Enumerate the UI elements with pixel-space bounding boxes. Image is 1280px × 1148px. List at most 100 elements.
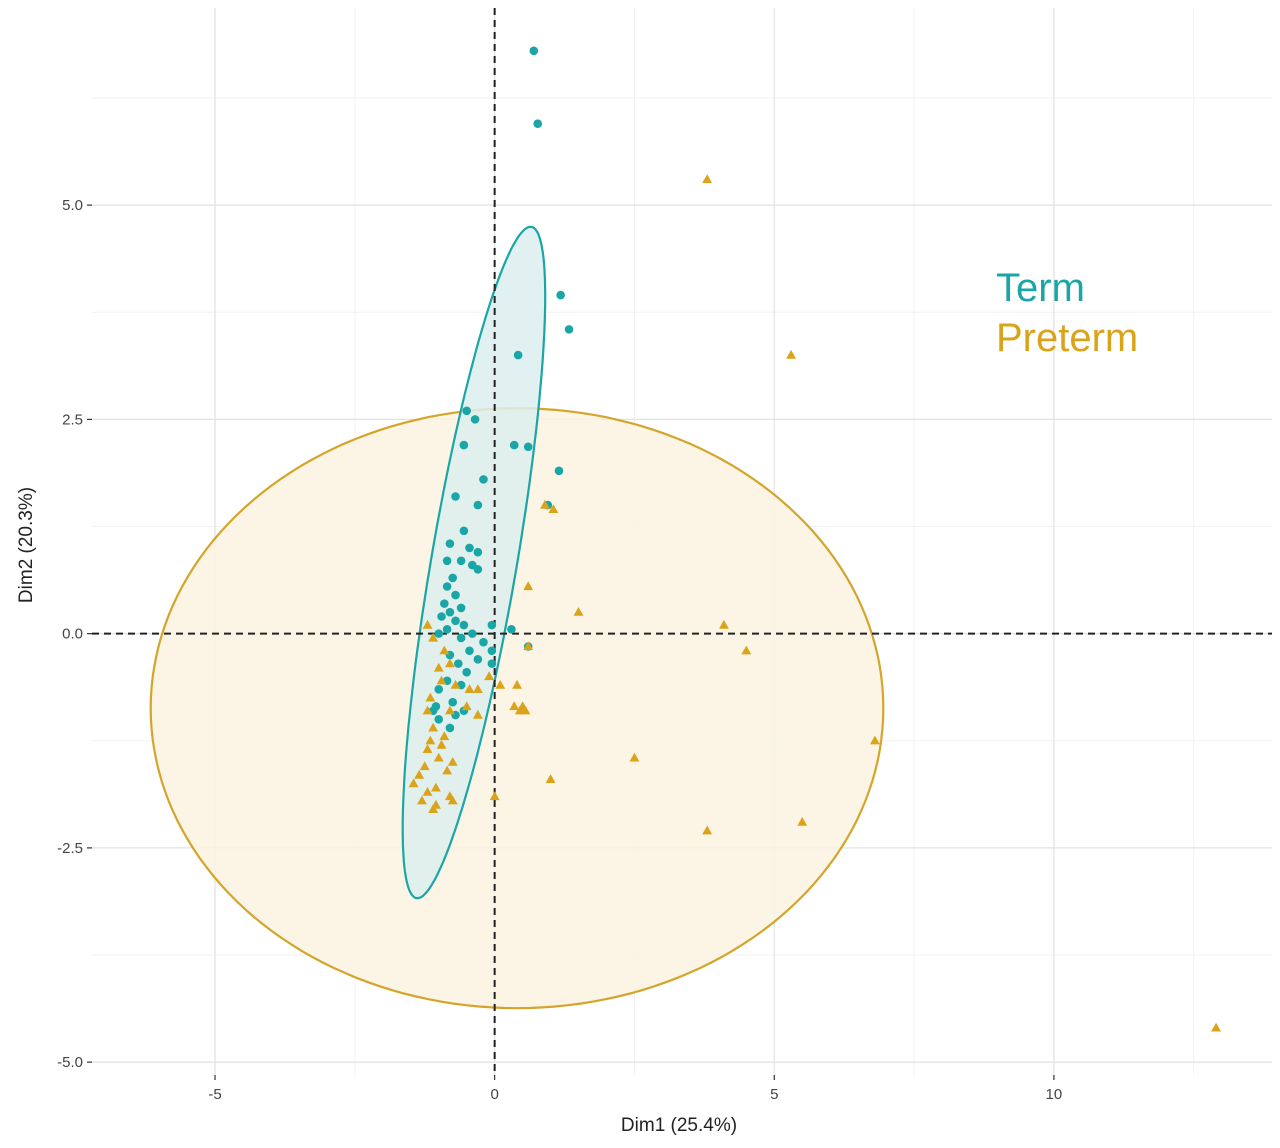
point-term [554, 466, 564, 476]
point-term [513, 350, 523, 360]
point-preterm [472, 684, 483, 693]
point-preterm [422, 787, 433, 796]
point-term [442, 556, 452, 566]
point-preterm [447, 795, 458, 805]
point-term [487, 620, 497, 630]
point-term [440, 599, 449, 608]
point-term [456, 633, 466, 643]
point-term [451, 590, 460, 600]
point-preterm [702, 825, 713, 835]
point-preterm [428, 722, 439, 732]
point-preterm [433, 662, 444, 672]
point-preterm [797, 817, 808, 826]
point-preterm [445, 658, 455, 668]
point-term [451, 492, 460, 501]
point-term [434, 629, 444, 638]
point-preterm [439, 731, 450, 741]
point-preterm [509, 701, 520, 711]
y-tick-label: -5.0 [57, 1054, 83, 1071]
point-preterm [431, 782, 441, 792]
point-term [470, 415, 480, 424]
point-preterm [422, 705, 433, 715]
point-term [462, 667, 471, 677]
point-preterm [428, 632, 439, 642]
point-preterm [408, 778, 419, 788]
point-term [445, 607, 455, 617]
point-preterm [629, 752, 640, 762]
point-term [529, 46, 539, 56]
point-term [434, 715, 444, 724]
point-term [445, 539, 455, 548]
point-term [556, 290, 565, 300]
y-tick-label: 2.5 [62, 411, 83, 428]
point-term [473, 500, 483, 510]
point-preterm [414, 769, 425, 779]
point-term [473, 547, 483, 557]
point-term [479, 637, 488, 647]
reference-lines [92, 8, 1272, 1075]
legend-term-label: Term [996, 266, 1085, 310]
y-tick-label: -2.5 [57, 840, 83, 857]
point-term [564, 325, 574, 334]
point-preterm [548, 504, 559, 513]
point-term [451, 616, 460, 626]
point-preterm [450, 679, 461, 689]
x-tick-label: 10 [1046, 1086, 1063, 1103]
point-term [442, 625, 452, 634]
point-term [487, 659, 497, 668]
point-term [465, 543, 474, 553]
point-term [487, 646, 497, 656]
point-term [448, 573, 458, 583]
point-term [456, 603, 466, 613]
point-term [454, 659, 463, 668]
point-preterm [464, 684, 475, 693]
x-tick-label: 5 [770, 1086, 778, 1103]
point-preterm [1211, 1022, 1221, 1032]
point-term [459, 440, 469, 450]
point-term [459, 526, 469, 536]
x-tick-label: -5 [208, 1086, 221, 1103]
legend-preterm-label: Preterm [996, 316, 1138, 360]
point-preterm [442, 765, 453, 775]
point-term [437, 612, 446, 621]
point-preterm [719, 619, 729, 629]
point-term [523, 442, 533, 452]
point-preterm [870, 735, 880, 745]
point-preterm [484, 671, 494, 681]
point-term [467, 629, 477, 638]
legend: Term Preterm [996, 266, 1138, 360]
point-preterm [495, 679, 506, 689]
point-preterm [523, 641, 534, 651]
point-term [479, 475, 488, 484]
point-term [462, 406, 471, 416]
point-preterm [461, 701, 472, 711]
point-preterm [436, 675, 447, 685]
point-term [448, 697, 458, 707]
point-preterm [419, 761, 430, 771]
point-preterm [425, 692, 436, 702]
point-preterm [489, 791, 500, 801]
y-axis-title: Dim2 (20.3%) [16, 487, 37, 603]
point-term [465, 646, 474, 656]
data-points [408, 46, 1221, 1032]
point-term [434, 685, 444, 694]
point-preterm [545, 774, 556, 783]
point-preterm [431, 799, 441, 809]
point-preterm [702, 174, 713, 183]
point-preterm [786, 349, 796, 359]
y-tick-label: 0.0 [62, 626, 83, 643]
point-preterm [417, 795, 427, 805]
point-preterm [425, 735, 436, 745]
point-term [507, 625, 516, 634]
point-preterm [520, 705, 531, 715]
confidence-ellipses [149, 225, 885, 1010]
x-axis-title: Dim1 (25.4%) [621, 1115, 737, 1136]
axes: -5 0 5 10 5.0 2.5 0.0 -2.5 -5.0 [57, 197, 1062, 1103]
point-term [456, 556, 466, 566]
point-term [431, 702, 441, 711]
point-term [442, 582, 452, 591]
point-preterm [472, 709, 483, 719]
point-preterm [436, 739, 447, 749]
point-preterm [433, 752, 444, 762]
